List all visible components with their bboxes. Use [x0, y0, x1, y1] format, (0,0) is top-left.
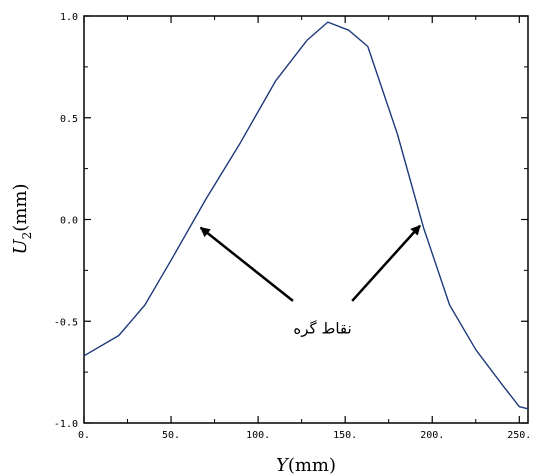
y-tick-label: 0.0 [60, 216, 78, 227]
y-axis-title-base: U [10, 239, 31, 255]
y-axis-title-subscript: 2 [20, 232, 34, 240]
annotation-layer: نقاط گره [199, 224, 421, 337]
x-tick-label: 100. [246, 430, 270, 441]
x-axis-title-unit: (mm) [288, 455, 336, 476]
y-axis-ticks: -1.0 -0.5 0.0 0.5 1.0 [54, 12, 528, 430]
x-tick-label: 150. [333, 430, 357, 441]
annotation-arrow [351, 224, 421, 302]
y-axis-title: U2(mm) [10, 184, 34, 255]
series-line-0 [83, 21, 529, 410]
x-tick-label: 0. [78, 430, 90, 441]
x-tick-label: 250. [507, 430, 531, 441]
annotation-text: نقاط گره [293, 319, 351, 337]
y-tick-label: -1.0 [54, 419, 78, 430]
y-tick-label: 1.0 [60, 12, 78, 23]
annotation-arrow [199, 226, 294, 302]
x-axis-title: Y(mm) [276, 455, 336, 476]
x-axis-title-var: Y [276, 455, 290, 476]
x-tick-label: 50. [162, 430, 180, 441]
x-axis-ticks: 0. 50. 100. 150. 200. 250. [78, 16, 531, 441]
y-axis-title-unit: (mm) [10, 184, 31, 232]
y-tick-label: -0.5 [54, 317, 78, 328]
y-tick-label: 0.5 [60, 114, 78, 125]
x-tick-label: 200. [420, 430, 444, 441]
plot-frame [83, 15, 529, 424]
series-layer [83, 21, 529, 410]
